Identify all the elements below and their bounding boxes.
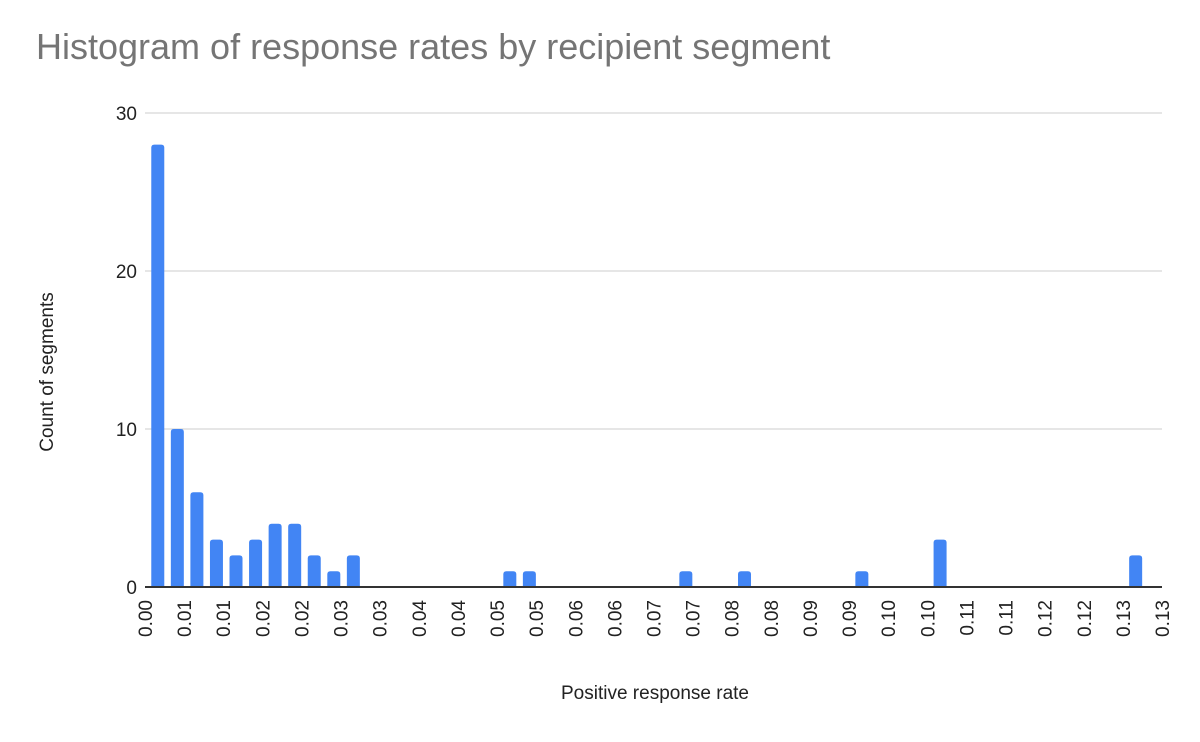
histogram-bar [346, 555, 360, 587]
histogram-bar [307, 555, 321, 587]
axes: 0 10 20 30 0.00 0.01 0.01 0.02 0.02 0.03 0.03 0.04 0… [116, 104, 1174, 637]
histogram-bar [288, 523, 302, 587]
chart-title: Histogram of response rates by recipient… [36, 26, 831, 67]
x-tick-label: 0.07 [645, 600, 666, 637]
histogram-bar [209, 539, 223, 587]
x-tick-label: 0.05 [527, 600, 548, 637]
histogram-bar [151, 144, 165, 587]
x-tick-label: 0.09 [840, 600, 861, 637]
histogram-bar [679, 571, 693, 587]
x-tick-label: 0.11 [997, 600, 1018, 636]
x-tick-label: 0.10 [918, 600, 939, 637]
x-tick-label: 0.11 [957, 600, 978, 636]
y-tick-label: 0 [126, 578, 137, 599]
histogram-bar [855, 571, 869, 587]
x-tick-label: 0.00 [136, 600, 157, 637]
x-tick-label: 0.08 [762, 600, 783, 637]
y-tick-label: 30 [116, 104, 137, 125]
histogram-bar [933, 539, 947, 587]
x-tick-label: 0.06 [605, 600, 626, 637]
x-tick-label: 0.02 [253, 600, 274, 637]
x-axis-label: Positive response rate [561, 683, 749, 704]
x-tick-label: 0.01 [214, 600, 235, 637]
x-tick-label: 0.08 [723, 600, 744, 637]
x-tick-label: 0.07 [684, 600, 705, 637]
x-tick-label: 0.03 [332, 600, 353, 637]
histogram-bar [327, 571, 341, 587]
histogram-bar [249, 539, 263, 587]
x-tick-label: 0.09 [801, 600, 822, 637]
histogram-bar [268, 523, 282, 587]
x-tick-label: 0.04 [410, 600, 431, 637]
histogram-bar [190, 492, 204, 587]
x-tick-label: 0.13 [1114, 600, 1135, 637]
x-tick-label: 0.06 [566, 600, 587, 637]
x-tick-label: 0.10 [879, 600, 900, 637]
histogram-bar [738, 571, 752, 587]
x-tick-label: 0.05 [488, 600, 509, 637]
x-tick-label: 0.13 [1153, 600, 1174, 637]
gridlines [145, 112, 1162, 430]
histogram-bar [522, 571, 536, 587]
x-tick-label: 0.04 [449, 600, 470, 637]
x-tick-label: 0.01 [175, 600, 196, 637]
y-axis-label: Count of segments [37, 292, 58, 451]
histogram-bar [1129, 555, 1143, 587]
y-tick-label: 20 [116, 262, 137, 283]
histogram-bar [229, 555, 243, 587]
histogram-bar [170, 429, 184, 587]
x-tick-label: 0.12 [1036, 600, 1057, 637]
histogram-bar [503, 571, 517, 587]
x-tick-label: 0.03 [371, 600, 392, 637]
x-tick-label: 0.02 [292, 600, 313, 637]
x-tick-label: 0.12 [1075, 600, 1096, 637]
bars [151, 144, 1143, 587]
y-tick-label: 10 [116, 420, 137, 441]
